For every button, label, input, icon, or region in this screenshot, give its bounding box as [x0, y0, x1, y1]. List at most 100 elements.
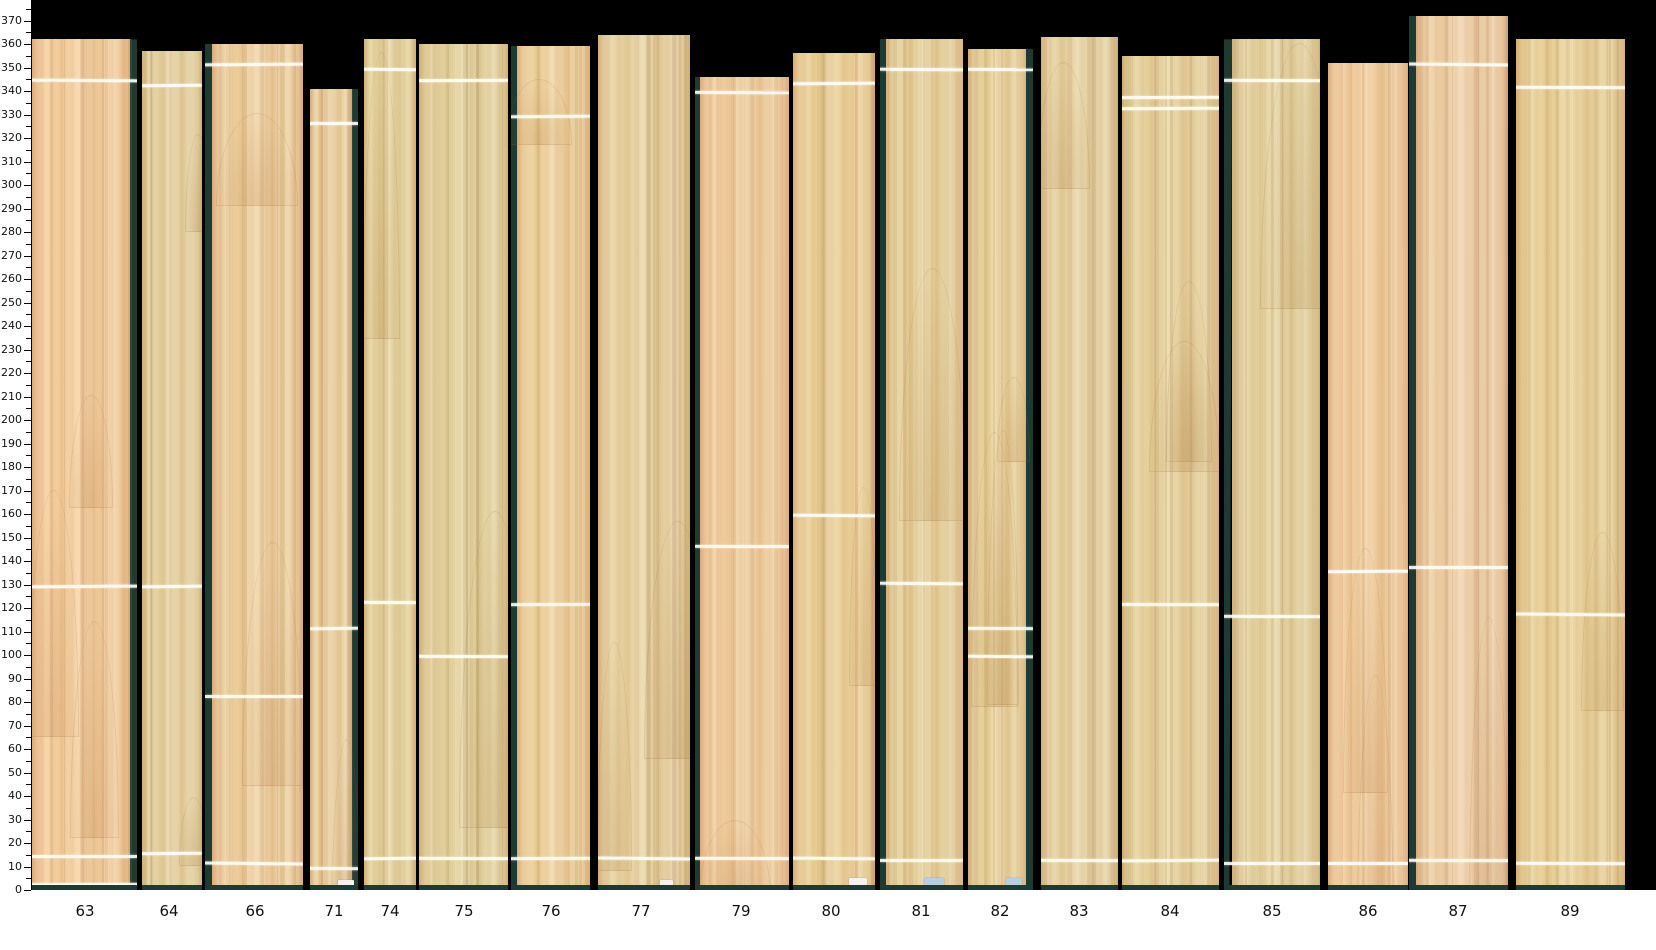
board-butt-shadow [1041, 885, 1118, 890]
wood-grain-streak [1111, 36, 1115, 890]
y-axis-tick-label: 30 [8, 812, 22, 826]
board[interactable] [1328, 62, 1408, 890]
board[interactable] [310, 88, 358, 890]
board[interactable] [880, 39, 963, 890]
board[interactable] [419, 44, 508, 890]
wood-grain-streak [431, 44, 436, 890]
wood-grain-streak [1425, 15, 1429, 890]
wood-grain-streak [678, 34, 681, 890]
board-butt-shadow [32, 885, 137, 890]
wood-grain-streak [150, 51, 153, 890]
board-marker-line [32, 584, 137, 588]
wood-grain-streak [1616, 39, 1620, 890]
board[interactable] [1224, 39, 1320, 890]
wood-grain-streak [1557, 39, 1560, 890]
board-marker-line [968, 67, 1033, 71]
wood-grain-streak [537, 46, 541, 890]
wood-grain-streak [143, 51, 148, 890]
wood-grain-figure [459, 511, 508, 828]
wood-grain-streak [1609, 39, 1611, 890]
wood-grain-streak [1451, 15, 1453, 890]
y-axis-tick-label: 270 [1, 248, 22, 262]
y-axis-minor-tick [26, 55, 31, 57]
wood-grain-streak [1170, 55, 1173, 890]
x-axis-tick-label: 83 [1069, 902, 1089, 920]
y-axis-tick-label: 340 [1, 84, 22, 97]
y-axis-tick-label: 350 [1, 60, 22, 74]
y-axis-minor-tick [26, 502, 31, 504]
y-axis-minor-tick [26, 713, 31, 715]
wood-grain-streak [122, 39, 126, 890]
y-axis-minor-tick [26, 572, 31, 574]
board-face [364, 39, 416, 890]
y-axis-major-tick [24, 890, 31, 891]
wood-grain-streak [1445, 15, 1449, 890]
board-face [212, 44, 303, 890]
wood-grain-streak [168, 51, 172, 890]
board[interactable] [598, 34, 690, 890]
wood-grain-streak [654, 34, 660, 890]
board-face [419, 44, 508, 890]
board[interactable] [142, 51, 202, 890]
board-butt-shadow [310, 885, 358, 890]
y-axis-minor-tick [26, 267, 31, 269]
y-axis-major-tick [24, 702, 31, 703]
board[interactable] [695, 76, 789, 890]
wood-grain-figure [185, 134, 202, 233]
y-axis-tick-label: 50 [8, 765, 22, 779]
board-marker-line [142, 83, 202, 88]
board[interactable] [793, 53, 875, 890]
wood-grain-streak [751, 76, 754, 890]
wood-grain-streak [816, 53, 820, 890]
wood-grain-streak [1164, 55, 1168, 890]
board[interactable] [968, 48, 1033, 890]
wood-grain-streak [892, 39, 897, 890]
wood-grain-streak [1597, 39, 1599, 890]
board[interactable] [364, 39, 416, 890]
wood-grain-streak [1114, 36, 1118, 890]
y-axis-minor-tick [26, 384, 31, 386]
y-axis-major-tick [24, 279, 31, 280]
wood-grain-streak [1169, 55, 1171, 890]
board-butt-shadow [364, 885, 416, 890]
wood-grain-streak [871, 53, 875, 890]
board-marker-line [1224, 861, 1320, 865]
wood-grain-figure [899, 268, 963, 522]
y-axis-minor-tick [26, 690, 31, 692]
wood-grain-streak [577, 46, 582, 890]
board-butt-shadow [1328, 885, 1408, 890]
x-axis: 63 64 66 71 74 75 76 77 79 80 81 82 83 84 85 86 87 89 [31, 890, 1656, 950]
wood-grain-streak [1245, 39, 1248, 890]
y-axis-major-tick [24, 326, 31, 327]
board[interactable] [1516, 39, 1625, 890]
wood-grain-streak [684, 34, 687, 890]
x-axis-tick-label: 74 [380, 902, 400, 920]
board[interactable] [205, 44, 303, 890]
x-axis-tick-label: 76 [541, 902, 561, 920]
wood-grain-figure [1149, 340, 1219, 472]
board[interactable] [511, 46, 590, 890]
y-axis-major-tick [24, 396, 31, 398]
board-marker-line [793, 81, 875, 85]
board[interactable] [32, 39, 137, 890]
y-axis-major-tick [24, 584, 31, 586]
board-marker-line [511, 856, 590, 861]
wood-grain-streak [1234, 39, 1239, 890]
y-axis-minor-tick [26, 314, 31, 316]
y-axis-minor-tick [26, 408, 31, 410]
x-axis-tick-label: 64 [159, 902, 179, 920]
y-axis-tick-label: 10 [8, 859, 22, 873]
board[interactable] [1041, 36, 1118, 890]
wood-grain-streak [320, 88, 324, 890]
board[interactable] [1122, 55, 1219, 890]
board-edge [1026, 48, 1033, 890]
board[interactable] [1409, 15, 1508, 890]
wood-grain-streak [572, 46, 576, 890]
board-butt-shadow [511, 885, 590, 890]
y-axis-minor-tick [26, 361, 31, 363]
y-axis-minor-tick [26, 737, 31, 739]
y-axis-tick-label: 70 [8, 718, 22, 732]
wood-grain-streak [1527, 39, 1531, 890]
y-axis-major-tick [24, 185, 31, 186]
wood-grain-streak [652, 34, 656, 890]
